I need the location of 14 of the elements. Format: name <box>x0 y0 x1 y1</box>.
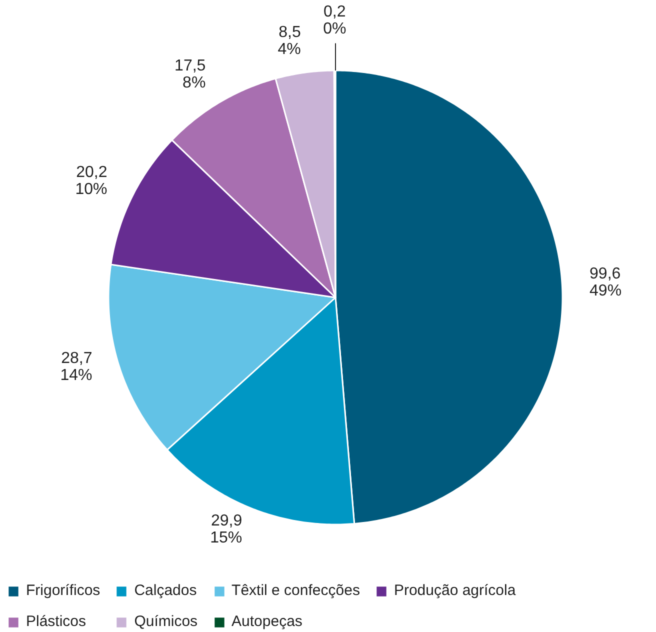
legend-label: Têxtil e confecções <box>232 582 360 599</box>
data-label: 17,5 8% <box>174 57 206 92</box>
legend-label: Químicos <box>134 613 198 630</box>
data-label: 8,5 4% <box>278 24 301 58</box>
legend-label: Plásticos <box>26 613 86 630</box>
data-label: 28,7 14% <box>60 350 92 384</box>
legend-label: Frigoríficos <box>26 582 100 599</box>
data-label: 20,2 10% <box>75 164 108 198</box>
legend-label: Calçados <box>134 582 197 599</box>
legend-label: Produção agrícola <box>394 582 516 599</box>
data-label: 0,2 0% <box>323 4 346 38</box>
data-label: 99,6 49% <box>590 265 622 300</box>
data-label: 29,9 15% <box>210 512 242 546</box>
legend-label: Autopeças <box>232 613 302 630</box>
